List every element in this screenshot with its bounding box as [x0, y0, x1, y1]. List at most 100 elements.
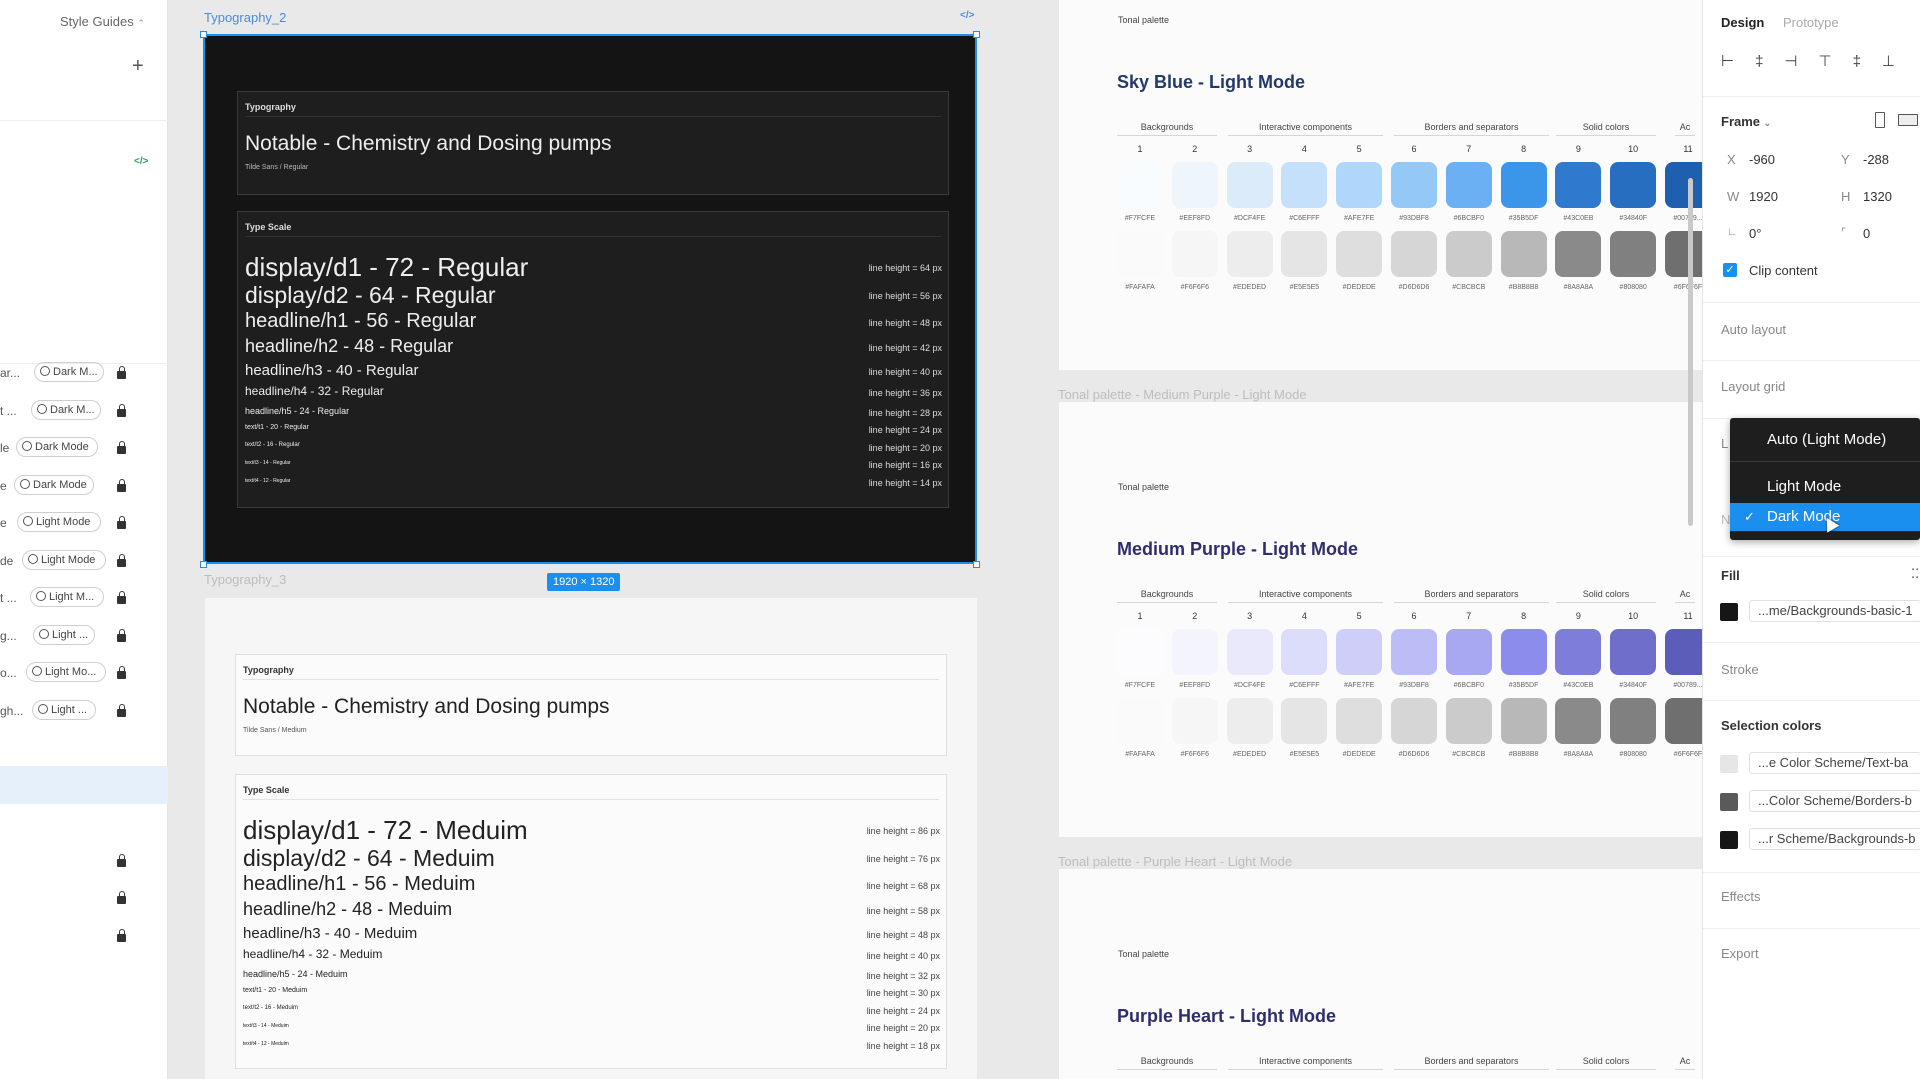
neutral-swatch[interactable] [1445, 698, 1492, 744]
mode-pill[interactable]: Light ... [33, 624, 95, 645]
fill-style-token[interactable]: ...me/Backgrounds-basic-1 [1749, 600, 1920, 622]
layer-row[interactable]: de Light Mode [0, 546, 168, 576]
x-input[interactable]: -960 [1749, 152, 1776, 167]
canvas-scrollbar[interactable] [1688, 178, 1693, 526]
dropdown-option-dark[interactable]: ✓ Dark Mode [1730, 503, 1920, 531]
neutral-swatch[interactable] [1445, 231, 1492, 277]
lock-icon[interactable] [117, 516, 126, 529]
lock-icon[interactable] [117, 854, 126, 867]
color-swatch[interactable] [1610, 162, 1657, 208]
code-icon[interactable]: </> [134, 156, 149, 167]
neutral-swatch[interactable] [1117, 698, 1163, 744]
dropdown-option-auto[interactable]: Auto (Light Mode) [1767, 431, 1887, 448]
neutral-swatch[interactable] [1610, 231, 1657, 277]
code-icon[interactable]: </> [960, 10, 975, 21]
neutral-swatch[interactable] [1281, 231, 1328, 277]
styles-icon[interactable]: ⁚⁚ [1911, 566, 1920, 581]
resize-handle[interactable] [200, 561, 207, 568]
color-swatch[interactable] [1226, 162, 1273, 208]
color-swatch[interactable] [1500, 629, 1547, 675]
frame-typography-3[interactable]: Typography Notable - Chemistry and Dosin… [205, 598, 977, 1079]
align-top-icon[interactable]: ⊤ [1818, 53, 1853, 70]
lock-icon[interactable] [117, 929, 126, 942]
w-input[interactable]: 1920 [1749, 189, 1778, 204]
color-swatch[interactable] [1226, 629, 1273, 675]
rotation-input[interactable]: 0° [1749, 226, 1762, 241]
layer-row[interactable]: e Light Mode [0, 508, 168, 538]
selection-color-token[interactable]: ...Color Scheme/Borders-b [1749, 790, 1920, 812]
selection-color-swatch[interactable] [1720, 755, 1738, 773]
landscape-icon[interactable] [1898, 114, 1918, 126]
dropdown-option-light[interactable]: Light Mode [1767, 478, 1842, 495]
lock-icon[interactable] [117, 628, 126, 642]
mode-pill[interactable]: Light ... [32, 699, 96, 720]
auto-layout-label[interactable]: Auto layout [1721, 322, 1787, 337]
frame-label-typography-3[interactable]: Typography_3 [204, 572, 287, 587]
mode-pill[interactable]: Dark Mode [16, 437, 98, 457]
alignment-toolbar[interactable]: ⊢‡⊣⊤‡⊥ [1721, 52, 1920, 70]
clip-content-checkbox[interactable]: ✓ [1723, 263, 1737, 277]
mode-pill[interactable]: Light M... [30, 587, 104, 607]
neutral-swatch[interactable] [1610, 698, 1657, 744]
resize-handle[interactable] [973, 561, 980, 568]
radius-input[interactable]: 0 [1863, 226, 1871, 241]
layout-grid-label[interactable]: Layout grid [1721, 379, 1786, 394]
selection-color-token[interactable]: ...e Color Scheme/Text-ba [1749, 752, 1920, 774]
lock-icon[interactable] [117, 441, 126, 454]
color-swatch[interactable] [1610, 629, 1657, 675]
color-swatch[interactable] [1336, 629, 1383, 675]
frame-label-typography-2[interactable]: Typography_2 [204, 10, 287, 25]
palette-frame-label[interactable]: Tonal palette - Medium Purple - Light Mo… [1058, 387, 1307, 402]
lock-icon[interactable] [117, 591, 126, 604]
selected-layer-row[interactable] [0, 766, 168, 804]
y-input[interactable]: -288 [1863, 152, 1890, 167]
neutral-swatch[interactable] [1281, 698, 1328, 744]
color-swatch[interactable] [1281, 162, 1328, 208]
color-swatch[interactable] [1555, 629, 1602, 675]
h-input[interactable]: 1320 [1863, 189, 1892, 204]
lock-icon[interactable] [117, 366, 126, 379]
color-swatch[interactable] [1391, 629, 1437, 675]
align-center-icon[interactable]: ‡ [1755, 53, 1785, 70]
mode-pill[interactable]: Light Mo... [26, 662, 106, 682]
resize-handle[interactable] [973, 31, 980, 38]
layer-row[interactable]: e Dark Mode [0, 471, 168, 501]
color-swatch[interactable] [1171, 162, 1218, 208]
selection-color-token[interactable]: ...r Scheme/Backgrounds-b [1749, 828, 1920, 850]
neutral-swatch[interactable] [1171, 698, 1218, 744]
palette-frame-label[interactable]: Tonal palette - Purple Heart - Light Mod… [1058, 854, 1293, 869]
layer-row[interactable]: t ... Dark M... [0, 396, 168, 426]
neutral-swatch[interactable] [1555, 231, 1602, 277]
lock-icon[interactable] [117, 666, 126, 679]
color-swatch[interactable] [1445, 629, 1492, 675]
layer-row[interactable]: gh... Light ... [0, 696, 168, 726]
lock-icon[interactable] [117, 403, 126, 417]
neutral-swatch[interactable] [1336, 231, 1383, 277]
align-bottom-icon[interactable]: ⊥ [1881, 53, 1916, 70]
effects-label[interactable]: Effects [1721, 889, 1761, 904]
neutral-swatch[interactable] [1117, 231, 1163, 277]
neutral-swatch[interactable] [1226, 698, 1273, 744]
color-swatch[interactable] [1171, 629, 1218, 675]
neutral-swatch[interactable] [1226, 231, 1273, 277]
lock-icon[interactable] [117, 478, 126, 492]
page-selector[interactable]: Style Guides ⌃ [60, 14, 145, 29]
neutral-swatch[interactable] [1500, 231, 1547, 277]
export-label[interactable]: Export [1721, 946, 1759, 961]
mode-pill[interactable]: Dark M... [34, 362, 104, 382]
color-swatch[interactable] [1445, 162, 1492, 208]
add-page-icon[interactable]: + [132, 55, 144, 77]
color-swatch[interactable] [1281, 629, 1328, 675]
align-left-icon[interactable]: ⊢ [1721, 53, 1756, 70]
align-right-icon[interactable]: ⊣ [1784, 53, 1819, 70]
tab-prototype[interactable]: Prototype [1783, 15, 1839, 30]
fill-swatch[interactable] [1720, 603, 1738, 621]
mode-pill[interactable]: Dark Mode [14, 474, 94, 495]
mode-pill[interactable]: Light Mode [17, 512, 101, 532]
color-swatch[interactable] [1391, 162, 1437, 208]
frame-section-label[interactable]: Frame ⌄ [1721, 114, 1771, 129]
neutral-swatch[interactable] [1391, 698, 1437, 744]
stroke-label[interactable]: Stroke [1721, 662, 1759, 677]
color-swatch[interactable] [1117, 629, 1163, 675]
color-swatch[interactable] [1117, 162, 1163, 208]
